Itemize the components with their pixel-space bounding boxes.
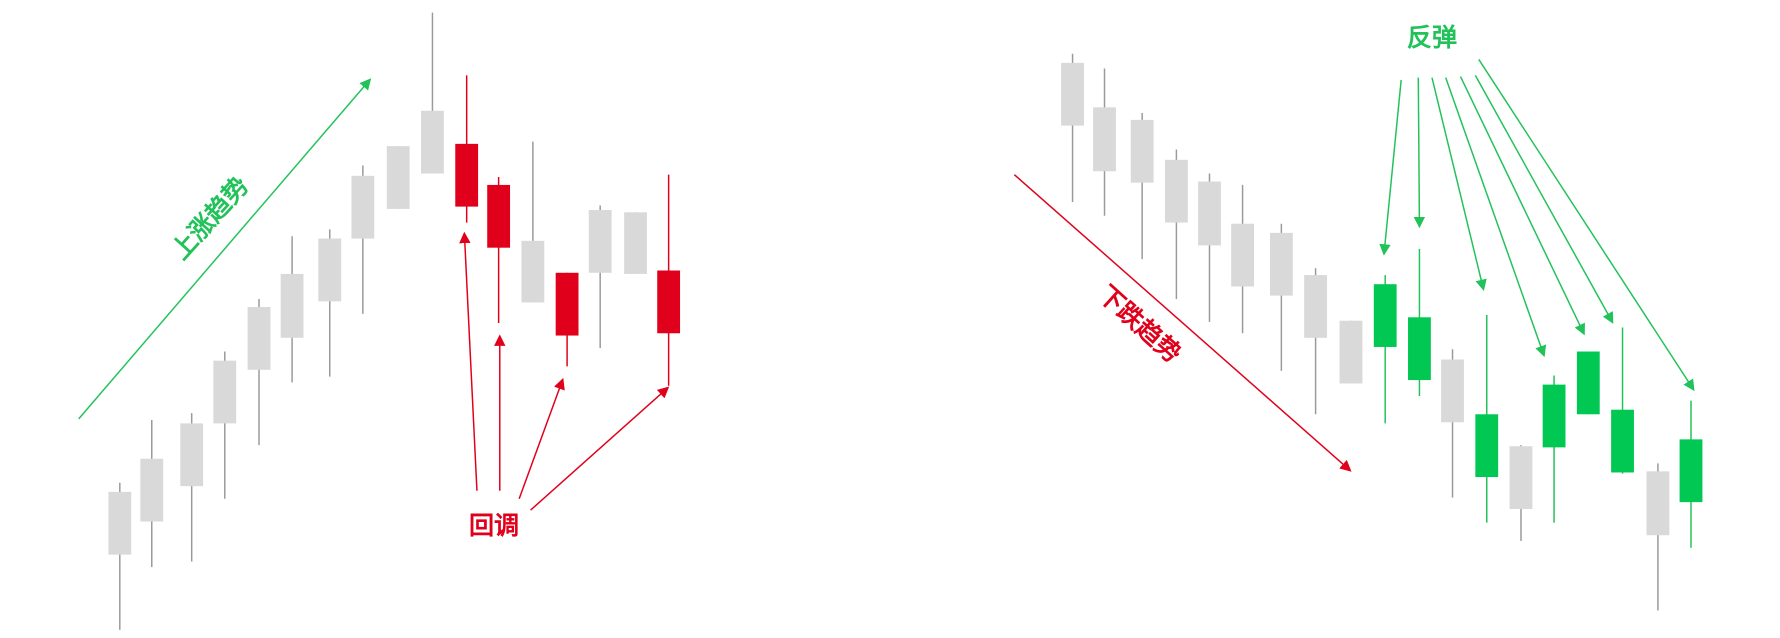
downtrend-arrow xyxy=(1013,174,1352,472)
candle-body xyxy=(657,270,681,334)
candle-body xyxy=(280,273,304,338)
candle-body xyxy=(521,240,545,303)
candle-body xyxy=(1304,275,1328,338)
candle-body xyxy=(108,491,132,555)
candle-body xyxy=(318,238,342,302)
pullback-label: 回调 xyxy=(469,511,519,540)
candle-body xyxy=(1542,384,1566,448)
candle-body xyxy=(247,307,271,370)
candle-body xyxy=(1475,414,1499,478)
bounce-arrow xyxy=(1444,77,1547,358)
candles xyxy=(108,12,1703,630)
candle-body xyxy=(1679,439,1703,503)
candle-body xyxy=(1061,62,1084,126)
pullback-arrow xyxy=(530,386,670,511)
bounce-arrow xyxy=(1478,59,1695,392)
downtrend-label: 下跌趋势 xyxy=(1093,280,1187,369)
pullback-arrow xyxy=(459,231,478,491)
candle-body xyxy=(487,184,511,248)
candle-body xyxy=(1093,107,1116,172)
candle-body xyxy=(1339,320,1363,384)
bounce-arrow xyxy=(1474,75,1614,324)
candle-body xyxy=(1373,284,1397,347)
pullback-arrow xyxy=(518,377,565,499)
candle-body xyxy=(624,212,647,274)
bounce-arrow xyxy=(1413,77,1426,229)
candle-body xyxy=(1646,471,1670,536)
uptrend-label: 上涨趋势 xyxy=(166,171,255,265)
candle-body xyxy=(588,210,612,273)
bounce-arrow xyxy=(1431,77,1487,291)
candle-body xyxy=(1198,181,1221,246)
bounce-arrow xyxy=(1379,79,1402,256)
candle-body xyxy=(1576,351,1600,415)
candle-body xyxy=(1509,446,1533,509)
candle-body xyxy=(351,175,375,239)
candle-body xyxy=(213,360,237,424)
bounce-arrow xyxy=(1459,76,1585,336)
candle-body xyxy=(455,143,479,207)
candle-body xyxy=(555,272,579,336)
candle-body xyxy=(1408,317,1431,381)
candle-body xyxy=(1441,359,1464,423)
candle-body xyxy=(421,110,444,174)
candle-body xyxy=(1231,223,1254,287)
candle-body xyxy=(140,458,164,522)
arrows xyxy=(78,59,1695,511)
bounce-label: 反弹 xyxy=(1407,23,1457,52)
candle-body xyxy=(1611,409,1634,473)
candle-body xyxy=(180,423,204,487)
candle-body xyxy=(1164,159,1188,223)
candle-body xyxy=(1130,119,1154,183)
candle-body xyxy=(1269,232,1293,296)
candle-body xyxy=(386,146,410,209)
uptrend-arrow xyxy=(78,78,372,420)
